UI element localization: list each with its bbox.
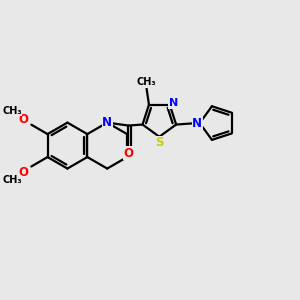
Text: S: S (155, 136, 164, 149)
Text: CH₃: CH₃ (2, 106, 22, 116)
Text: CH₃: CH₃ (2, 175, 22, 185)
Text: N: N (102, 116, 112, 129)
Text: CH₃: CH₃ (137, 77, 156, 87)
Text: N: N (192, 117, 203, 130)
Text: O: O (123, 147, 134, 160)
Text: O: O (18, 112, 28, 126)
Text: O: O (18, 166, 28, 178)
Text: N: N (169, 98, 178, 108)
